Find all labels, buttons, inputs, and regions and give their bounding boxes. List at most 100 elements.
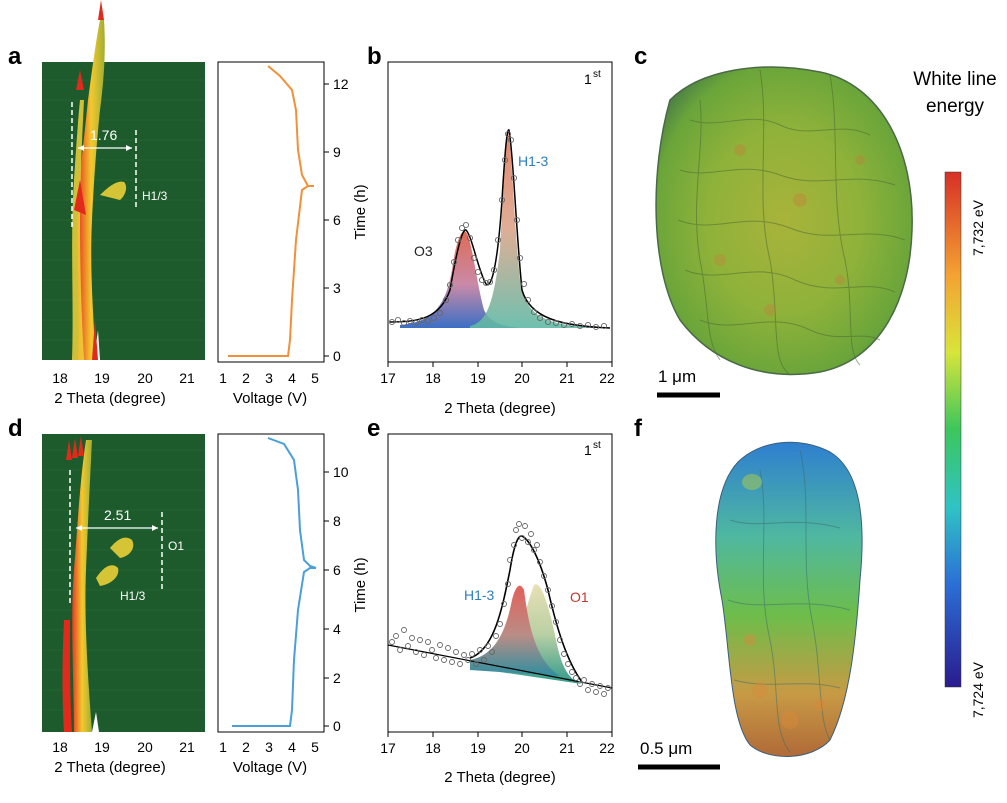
- tick-label: 20: [137, 739, 153, 755]
- y-axis-label: Time (h): [352, 184, 369, 239]
- tick-label: 0: [333, 348, 341, 364]
- waterfall-main-ridge: [72, 440, 92, 732]
- panel-label-a: a: [8, 43, 22, 70]
- x-axis-label: 2 Theta (degree): [54, 390, 165, 407]
- data-points: [388, 130, 608, 331]
- waterfall-peak-red: [92, 320, 98, 360]
- panel-a-x-axis: 18 19 20 21 2 Theta (degree): [52, 370, 195, 407]
- tick-label: 1: [219, 370, 227, 386]
- particle-3d-render: [655, 66, 913, 376]
- scale-bar-label: 0.5 μm: [640, 739, 692, 758]
- tick-label: 19: [94, 739, 110, 755]
- tick-label: 18: [52, 370, 68, 386]
- colorbar-title-line1: White line: [913, 69, 996, 90]
- tick-label: 9: [333, 144, 341, 160]
- tick-label: 2: [333, 670, 341, 686]
- superscript-label: 1: [584, 442, 592, 458]
- tick-label: 2: [242, 370, 250, 386]
- tick-label: 3: [333, 280, 341, 296]
- tick-label: 22: [599, 740, 615, 756]
- peak-label-o1: O1: [570, 589, 589, 605]
- tick-label: 1: [219, 739, 227, 755]
- panel-label-b: b: [367, 43, 382, 70]
- tick-label: 4: [288, 370, 296, 386]
- panel-e-plot: 1 st: [352, 433, 615, 786]
- peak-fill-h13: [470, 585, 560, 676]
- voltage-curve: [232, 437, 317, 727]
- colorbar: White line energy 7,732 eV 7,724 eV: [913, 69, 996, 718]
- tick-label: 18: [425, 370, 441, 386]
- peak-label-h13: H1-3: [464, 587, 495, 603]
- peak-label-h13: H1-3: [518, 153, 549, 169]
- peak-label-o3: O3: [414, 243, 433, 259]
- tick-label: 20: [514, 740, 530, 756]
- x-axis-label: 2 Theta (degree): [54, 759, 165, 776]
- panel-a-voltage-plot: 0 3 6 9 12 1 2 3 4 5 Voltage (V): [217, 61, 349, 407]
- superscript-st: st: [593, 69, 601, 80]
- peak-fill-h13: [470, 130, 600, 328]
- annotation-phase-top: O1: [168, 539, 184, 553]
- x-axis-label: Voltage (V): [233, 390, 307, 407]
- plot-frame: [387, 61, 613, 363]
- plot-frame: [387, 433, 613, 733]
- fit-envelope: [469, 535, 583, 683]
- panel-label-f: f: [634, 415, 643, 442]
- tick-label: 5: [311, 739, 319, 755]
- tick-label: 18: [52, 739, 68, 755]
- tick-label: 4: [288, 739, 296, 755]
- waterfall-o1-bump: [110, 537, 134, 558]
- waterfall-upper-red: [76, 70, 84, 90]
- tick-label: 0: [333, 718, 341, 734]
- waterfall-h13-bump: [96, 565, 119, 586]
- waterfall-top-peak: [98, 0, 104, 20]
- annotation-distance: 2.51: [104, 507, 131, 523]
- tick-label: 8: [333, 513, 341, 529]
- waterfall-h13-bump: [100, 181, 127, 200]
- waterfall-low-red: [62, 620, 72, 732]
- tick-label: 21: [559, 740, 575, 756]
- tick-label: 21: [179, 370, 195, 386]
- annotation-phase: H1/3: [142, 189, 168, 203]
- tick-label: 21: [179, 739, 195, 755]
- particle-3d-render: [715, 441, 863, 757]
- x-axis-label: 2 Theta (degree): [444, 400, 555, 417]
- panel-d-x-axis: 18 19 20 21 2 Theta (degree): [52, 739, 195, 776]
- tick-label: 10: [333, 464, 349, 480]
- waterfall-main-ridge: [77, 20, 105, 360]
- peak-fill-o3: [400, 231, 520, 328]
- panel-d-voltage-plot: 0 2 4 6 8 10 1 2 3 4 5 Voltage (V): [217, 433, 349, 776]
- superscript-st: st: [593, 440, 601, 451]
- plot-frame: [217, 61, 325, 363]
- tick-label: 20: [137, 370, 153, 386]
- panel-label-c: c: [634, 43, 647, 70]
- y-axis-label: Time (h): [352, 557, 369, 612]
- data-points: [389, 521, 611, 697]
- waterfall-mid-red: [74, 180, 86, 215]
- panel-label-d: d: [8, 415, 23, 442]
- colorbar-gradient: [944, 171, 962, 688]
- baseline: [387, 644, 613, 689]
- tick-label: 6: [333, 212, 341, 228]
- waterfall-peak-white: [92, 712, 99, 732]
- panel-c-particle: 1 μm: [655, 66, 913, 398]
- fit-envelope: [389, 129, 611, 329]
- waterfall-top-peaks: [66, 436, 84, 460]
- panel-f-particle: 0.5 μm: [638, 441, 863, 770]
- tick-label: 21: [559, 370, 575, 386]
- tick-label: 3: [265, 370, 273, 386]
- tick-label: 6: [333, 562, 341, 578]
- voltage-curve: [228, 65, 314, 357]
- tick-label: 4: [333, 621, 341, 637]
- plot-frame: [217, 433, 325, 733]
- tick-label: 20: [514, 370, 530, 386]
- annotation-distance: 1.76: [90, 127, 117, 143]
- tick-label: 17: [380, 370, 396, 386]
- superscript-label: 1: [584, 71, 592, 87]
- tick-label: 19: [470, 740, 486, 756]
- colorbar-min-label: 7,724 eV: [970, 661, 986, 718]
- tick-label: 5: [311, 370, 319, 386]
- waterfall-ridge-shoulder: [72, 100, 84, 360]
- tick-label: 19: [470, 370, 486, 386]
- colorbar-max-label: 7,732 eV: [970, 199, 986, 256]
